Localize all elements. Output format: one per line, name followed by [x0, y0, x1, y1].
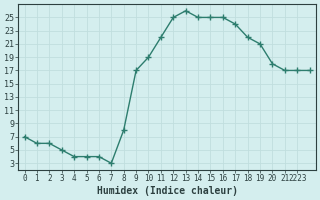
X-axis label: Humidex (Indice chaleur): Humidex (Indice chaleur)	[97, 186, 237, 196]
